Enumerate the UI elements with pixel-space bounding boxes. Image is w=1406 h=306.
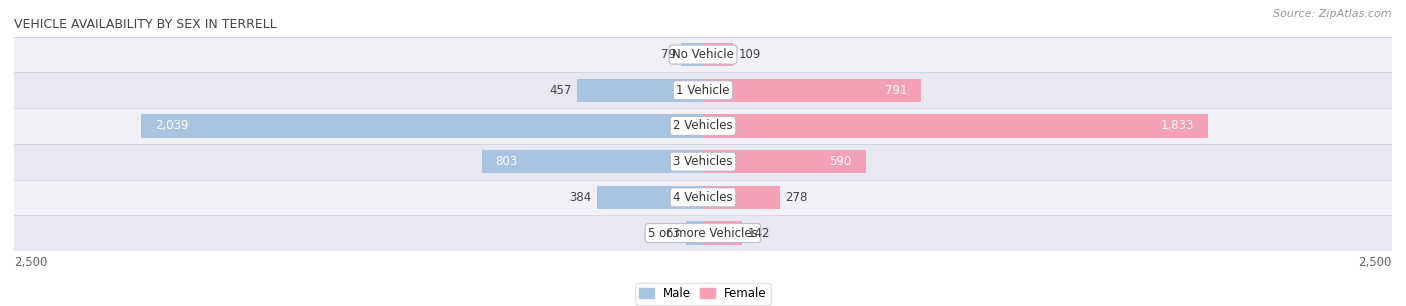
Text: VEHICLE AVAILABILITY BY SEX IN TERRELL: VEHICLE AVAILABILITY BY SEX IN TERRELL: [14, 18, 277, 32]
Text: 2,500: 2,500: [14, 256, 48, 269]
Bar: [576, 79, 703, 102]
Bar: [703, 79, 921, 102]
Text: 2,500: 2,500: [1358, 256, 1392, 269]
Text: 457: 457: [550, 84, 572, 97]
Bar: [14, 108, 1392, 144]
Text: 142: 142: [748, 226, 770, 240]
Text: 384: 384: [569, 191, 592, 204]
Text: 3 Vehicles: 3 Vehicles: [673, 155, 733, 168]
Text: 590: 590: [830, 155, 852, 168]
Bar: [14, 144, 1392, 180]
Bar: [703, 186, 779, 209]
Bar: [14, 73, 1392, 108]
Text: Source: ZipAtlas.com: Source: ZipAtlas.com: [1274, 9, 1392, 19]
Bar: [141, 114, 703, 138]
Bar: [14, 37, 1392, 73]
Bar: [703, 222, 742, 245]
Bar: [703, 114, 1208, 138]
Bar: [482, 150, 703, 173]
Bar: [598, 186, 703, 209]
Text: 2,039: 2,039: [155, 119, 188, 132]
Bar: [686, 222, 703, 245]
Bar: [703, 150, 866, 173]
Text: No Vehicle: No Vehicle: [672, 48, 734, 61]
Text: 2 Vehicles: 2 Vehicles: [673, 119, 733, 132]
Legend: Male, Female: Male, Female: [634, 282, 772, 305]
Bar: [703, 43, 733, 66]
Text: 63: 63: [665, 226, 681, 240]
Text: 1 Vehicle: 1 Vehicle: [676, 84, 730, 97]
Text: 278: 278: [785, 191, 807, 204]
Bar: [14, 180, 1392, 215]
Text: 1,833: 1,833: [1161, 119, 1194, 132]
Text: 791: 791: [884, 84, 907, 97]
Text: 79: 79: [661, 48, 676, 61]
Bar: [682, 43, 703, 66]
Text: 5 or more Vehicles: 5 or more Vehicles: [648, 226, 758, 240]
Text: 109: 109: [738, 48, 761, 61]
Bar: [14, 215, 1392, 251]
Text: 4 Vehicles: 4 Vehicles: [673, 191, 733, 204]
Text: 803: 803: [495, 155, 517, 168]
